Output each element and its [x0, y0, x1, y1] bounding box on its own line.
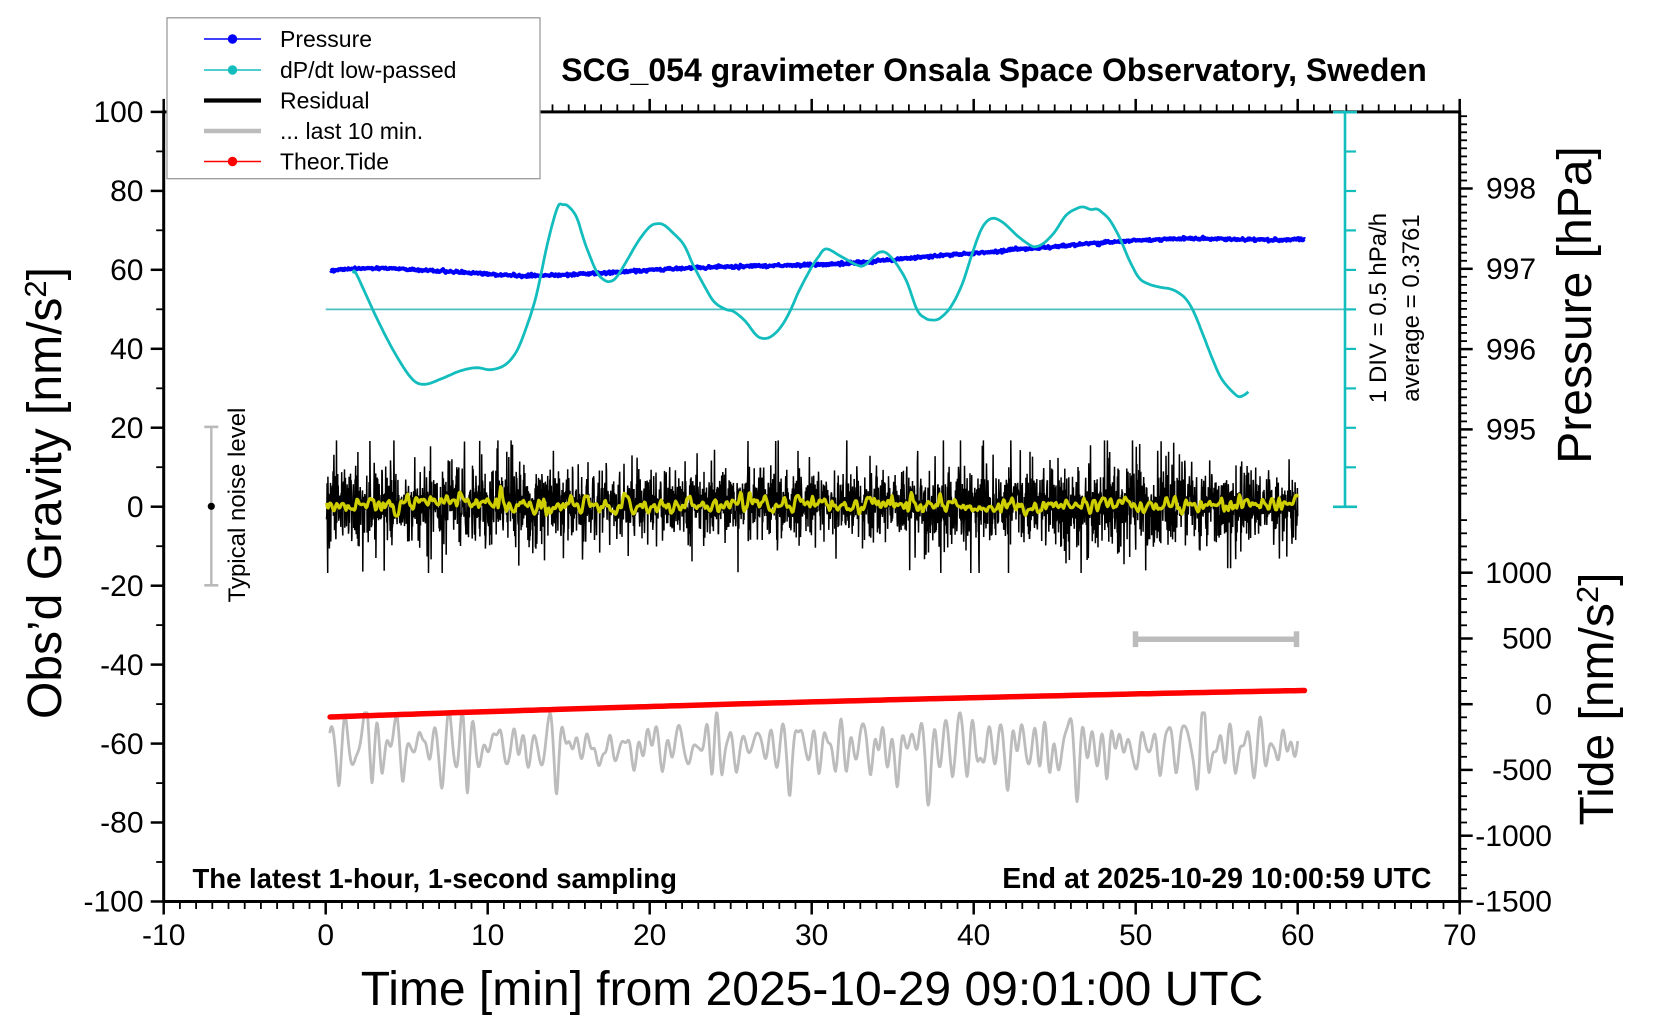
svg-text:80: 80: [110, 175, 143, 208]
svg-text:1 DIV = 0.5 hPa/h: 1 DIV = 0.5 hPa/h: [1365, 213, 1392, 403]
svg-text:40: 40: [110, 333, 143, 366]
svg-text:70: 70: [1443, 919, 1476, 952]
svg-text:-10: -10: [142, 919, 185, 952]
svg-text:dP/dt low-passed: dP/dt low-passed: [280, 57, 456, 83]
svg-text:60: 60: [110, 254, 143, 287]
svg-text:-1500: -1500: [1475, 886, 1552, 919]
svg-text:0: 0: [127, 491, 144, 524]
svg-text:-500: -500: [1492, 754, 1552, 787]
svg-text:0: 0: [317, 919, 334, 952]
svg-text:10: 10: [471, 919, 504, 952]
svg-text:Typical noise level: Typical noise level: [224, 408, 251, 603]
svg-text:50: 50: [1119, 919, 1152, 952]
svg-text:Tide [nm/s2]: Tide [nm/s2]: [1570, 573, 1624, 826]
svg-text:995: 995: [1486, 414, 1536, 447]
svg-text:-60: -60: [100, 728, 143, 761]
svg-text:60: 60: [1281, 919, 1314, 952]
svg-text:-80: -80: [100, 807, 143, 840]
svg-text:Residual: Residual: [280, 88, 370, 114]
svg-text:996: 996: [1486, 333, 1536, 366]
svg-text:Theor.Tide: Theor.Tide: [280, 149, 389, 175]
svg-text:0: 0: [1535, 688, 1552, 721]
svg-text:... last 10 min.: ... last 10 min.: [280, 118, 423, 144]
svg-text:500: 500: [1502, 623, 1552, 656]
svg-text:SCG_054 gravimeter Onsala Spac: SCG_054 gravimeter Onsala Space Observat…: [561, 52, 1427, 88]
svg-text:20: 20: [633, 919, 666, 952]
svg-text:20: 20: [110, 412, 143, 445]
svg-text:Time [min] from 2025-10-29 09:: Time [min] from 2025-10-29 09:01:00 UTC: [361, 963, 1264, 1016]
svg-text:End at 2025-10-29 10:00:59 UTC: End at 2025-10-29 10:00:59 UTC: [1002, 863, 1431, 895]
svg-text:-40: -40: [100, 649, 143, 682]
svg-text:The latest 1-hour, 1-second sa: The latest 1-hour, 1-second sampling: [193, 863, 677, 894]
svg-text:average = 0.3761: average = 0.3761: [1398, 214, 1425, 402]
svg-text:Obs’d Gravity [nm/s2]: Obs’d Gravity [nm/s2]: [18, 267, 72, 719]
svg-text:30: 30: [795, 919, 828, 952]
svg-text:997: 997: [1486, 253, 1536, 286]
svg-text:100: 100: [93, 96, 143, 129]
svg-text:998: 998: [1486, 173, 1536, 206]
svg-text:1000: 1000: [1485, 557, 1552, 590]
svg-text:40: 40: [957, 919, 990, 952]
svg-text:-100: -100: [83, 886, 143, 919]
svg-text:-20: -20: [100, 570, 143, 603]
svg-text:-1000: -1000: [1475, 820, 1552, 853]
svg-text:Pressure [hPa]: Pressure [hPa]: [1549, 146, 1602, 463]
svg-text:Pressure: Pressure: [280, 26, 372, 52]
